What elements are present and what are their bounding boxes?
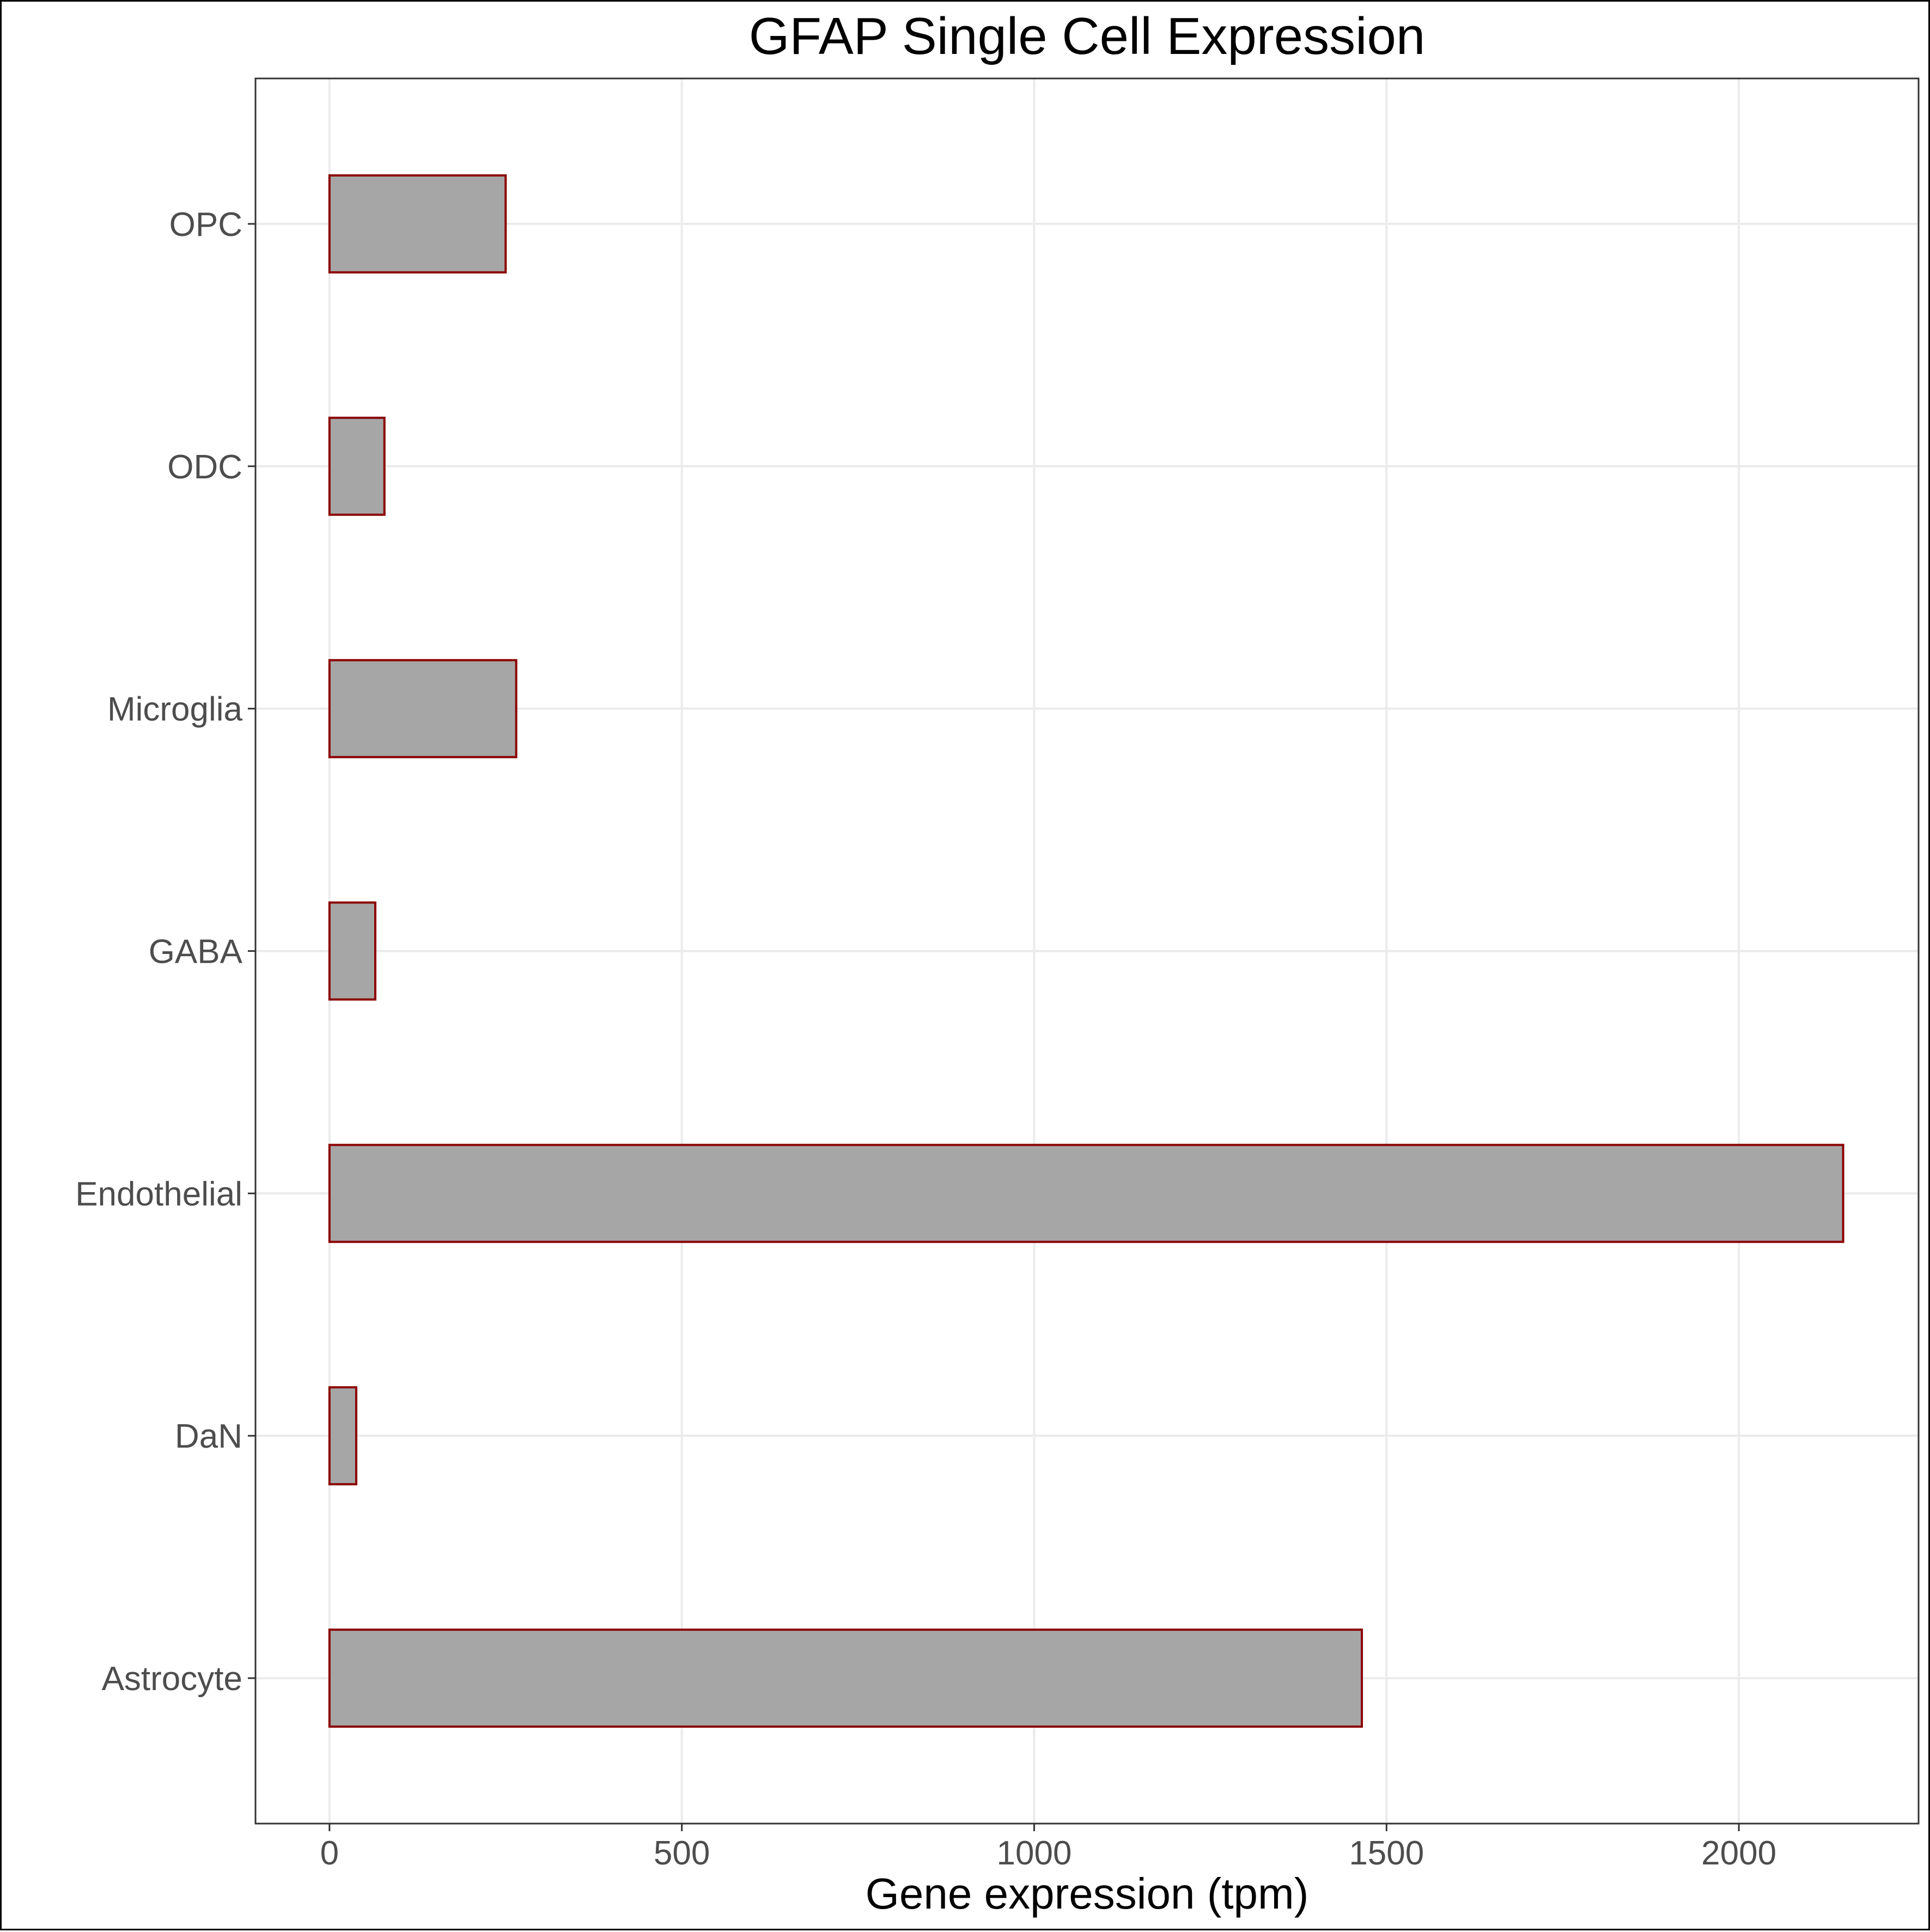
y-tick-label-gaba: GABA [149,933,243,971]
y-tick-label-astrocyte: Astrocyte [102,1660,242,1698]
x-tick-label: 1500 [1349,1834,1424,1872]
bar-astrocyte [328,1629,1363,1728]
bar-odc [328,416,386,516]
bar-microglia [328,659,517,758]
bar-endothelial [328,1144,1844,1243]
y-tick-label-dan: DaN [175,1418,242,1455]
y-tick-label-odc: ODC [167,448,242,486]
chart-title: GFAP Single Cell Expression [749,7,1425,65]
y-tick-label-microglia: Microglia [107,691,243,728]
axis-ticks [248,223,1740,1831]
x-tick-label: 500 [654,1834,710,1872]
y-tick-label-opc: OPC [169,206,242,244]
x-tick-label: 1000 [997,1834,1072,1872]
bar-opc [328,174,507,274]
y-tick-label-endothelial: Endothelial [75,1175,242,1213]
bars [328,174,1844,1728]
tick-labels: 0 500 1000 1500 2000 Astrocyte DaN Endothelial G… [75,206,1776,1872]
bar-dan [328,1386,357,1486]
bar-gaba [328,901,376,1001]
grid-lines [255,78,1919,1824]
x-tick-label: 0 [320,1834,339,1872]
x-axis-title: Gene expression (tpm) [866,1869,1309,1918]
x-tick-label: 2000 [1701,1834,1776,1872]
